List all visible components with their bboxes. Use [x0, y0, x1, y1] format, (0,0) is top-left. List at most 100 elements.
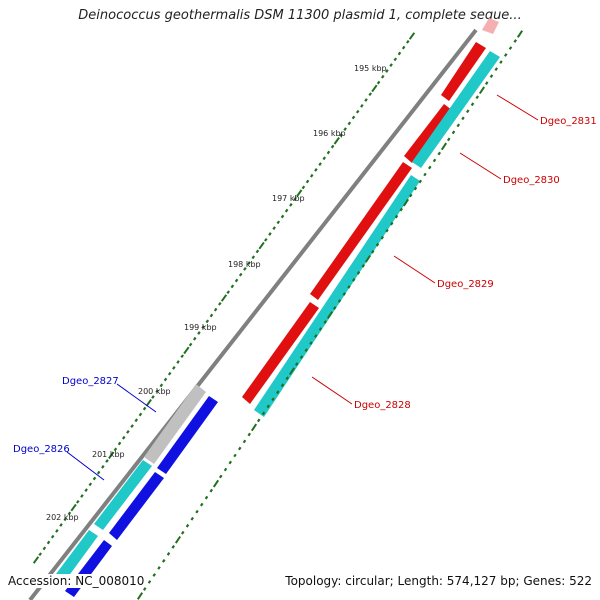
ruler-tick-inner — [151, 395, 155, 399]
ruler-tick-inner — [272, 226, 276, 231]
ruler-tick-inner — [406, 39, 410, 44]
ruler-tick-inner — [138, 412, 143, 417]
ruler-tick-outer — [399, 207, 404, 212]
ruler-tick-outer — [408, 193, 413, 198]
ruler-tick-outer — [275, 390, 280, 395]
ruler-tick-outer — [347, 285, 351, 289]
kbp-label: 199 kbp — [184, 323, 217, 332]
ruler-tick-inner — [238, 272, 243, 277]
ruler-tick-outer — [136, 592, 144, 600]
accession-text: Accession: NC_008010 — [8, 574, 145, 588]
ruler-tick-outer — [332, 306, 337, 310]
ruler-tick-outer — [508, 46, 513, 50]
ruler-tick-outer — [337, 299, 342, 303]
kbp-label: 200 kbp — [138, 387, 171, 396]
ruler-tick-outer — [423, 172, 427, 177]
ruler-tick-inner — [50, 534, 55, 539]
ruler-tick-inner — [408, 32, 416, 40]
label-leader — [496, 94, 539, 121]
ruler-tick-outer — [318, 327, 323, 331]
ruler-tick-outer — [161, 558, 166, 563]
ruler-tick-outer — [256, 418, 261, 423]
ruler-tick-inner — [339, 133, 343, 137]
ruler-tick-inner — [296, 189, 303, 197]
ruler-tick-outer — [294, 362, 299, 367]
ruler-tick-outer — [326, 311, 334, 319]
ruler-tick-outer — [356, 271, 361, 275]
ruler-tick-outer — [513, 39, 518, 43]
ruler-tick-inner — [230, 284, 235, 289]
ruler-tick-inner — [376, 80, 381, 85]
ruler-tick-outer — [394, 214, 399, 219]
ruler-tick-outer — [313, 334, 318, 338]
ruler-tick-inner — [142, 406, 147, 411]
ruler-tick-inner — [32, 556, 40, 564]
ruler-tick-outer — [484, 81, 489, 86]
ruler-tick-outer — [199, 502, 204, 507]
ruler-tick-inner — [255, 249, 260, 254]
ruler-ticks — [32, 30, 524, 600]
gene-label-dgeo-2829: Dgeo_2829 — [437, 279, 494, 290]
ruler-tick-inner — [46, 540, 51, 545]
ruler-tick-outer — [247, 432, 252, 437]
ruler-tick-inner — [55, 529, 59, 533]
ruler-tick-inner — [205, 319, 210, 324]
ruler-tick-outer — [288, 367, 296, 376]
cds-bar-reverse-1 — [94, 460, 152, 530]
ruler-tick-outer — [402, 198, 410, 207]
ruler-tick-inner — [301, 185, 306, 190]
ruler-tick-inner — [188, 342, 193, 347]
ruler-tick-outer — [432, 158, 437, 163]
ruler-tick-inner — [209, 313, 214, 318]
ruler-tick-outer — [190, 516, 195, 521]
ruler-tick-inner — [159, 383, 164, 388]
ruler-tick-inner — [113, 447, 118, 452]
ruler-tick-inner — [101, 464, 105, 469]
label-leader — [311, 376, 353, 405]
ruler-tick-outer — [516, 30, 524, 38]
ruler-tick-outer — [461, 116, 465, 121]
label-leader — [116, 383, 157, 413]
ruler-tick-inner — [401, 45, 406, 50]
ruler-tick-inner — [126, 430, 130, 434]
ruler-tick-outer — [413, 186, 418, 191]
ruler-tick-outer — [475, 95, 480, 100]
ruler-tick-inner — [176, 360, 180, 364]
cds-bar-forward-1 — [412, 51, 500, 168]
ruler-tick-outer — [499, 60, 503, 64]
ruler-tick-inner — [389, 63, 393, 67]
ruler-tick-inner — [309, 173, 314, 178]
ruler-tick-outer — [250, 423, 258, 432]
ruler-tick-inner — [355, 109, 360, 114]
ruler-tick-outer — [503, 53, 508, 57]
ruler-tick-inner — [343, 127, 347, 132]
ruler-tick-inner — [258, 241, 265, 250]
ruler-tick-outer — [223, 467, 228, 472]
ruler-tick-inner — [364, 98, 368, 102]
kbp-label: 197 kbp — [272, 194, 305, 203]
ruler-tick-inner — [145, 399, 152, 407]
ruler-tick-outer — [440, 142, 448, 151]
gene-arrow-dgeo-2830 — [404, 104, 452, 163]
ruler-tick-outer — [228, 460, 233, 465]
ruler-tick-outer — [195, 509, 199, 514]
ruler-tick-outer — [494, 67, 499, 72]
ruler-tick-inner — [180, 354, 184, 359]
unknown-feature — [144, 384, 206, 464]
ruler-tick-inner — [280, 214, 285, 219]
ruler-tick-inner — [201, 325, 205, 329]
ruler-tick-inner — [314, 168, 318, 172]
ruler-tick-outer — [152, 573, 157, 577]
ruler-tick-outer — [478, 86, 486, 95]
ruler-tick-outer — [174, 535, 182, 544]
ruler-tick-outer — [418, 179, 423, 184]
ruler-tick-outer — [342, 292, 347, 296]
ruler-tick-inner — [220, 294, 228, 302]
ruler-tick-inner — [351, 115, 356, 120]
ruler-tick-outer — [266, 404, 271, 409]
ruler-tick-outer — [185, 523, 190, 528]
ruler-tick-outer — [171, 544, 176, 549]
ruler-tick-outer — [380, 235, 385, 240]
ruler-tick-inner — [192, 336, 197, 341]
ruler-tick-outer — [451, 130, 456, 135]
